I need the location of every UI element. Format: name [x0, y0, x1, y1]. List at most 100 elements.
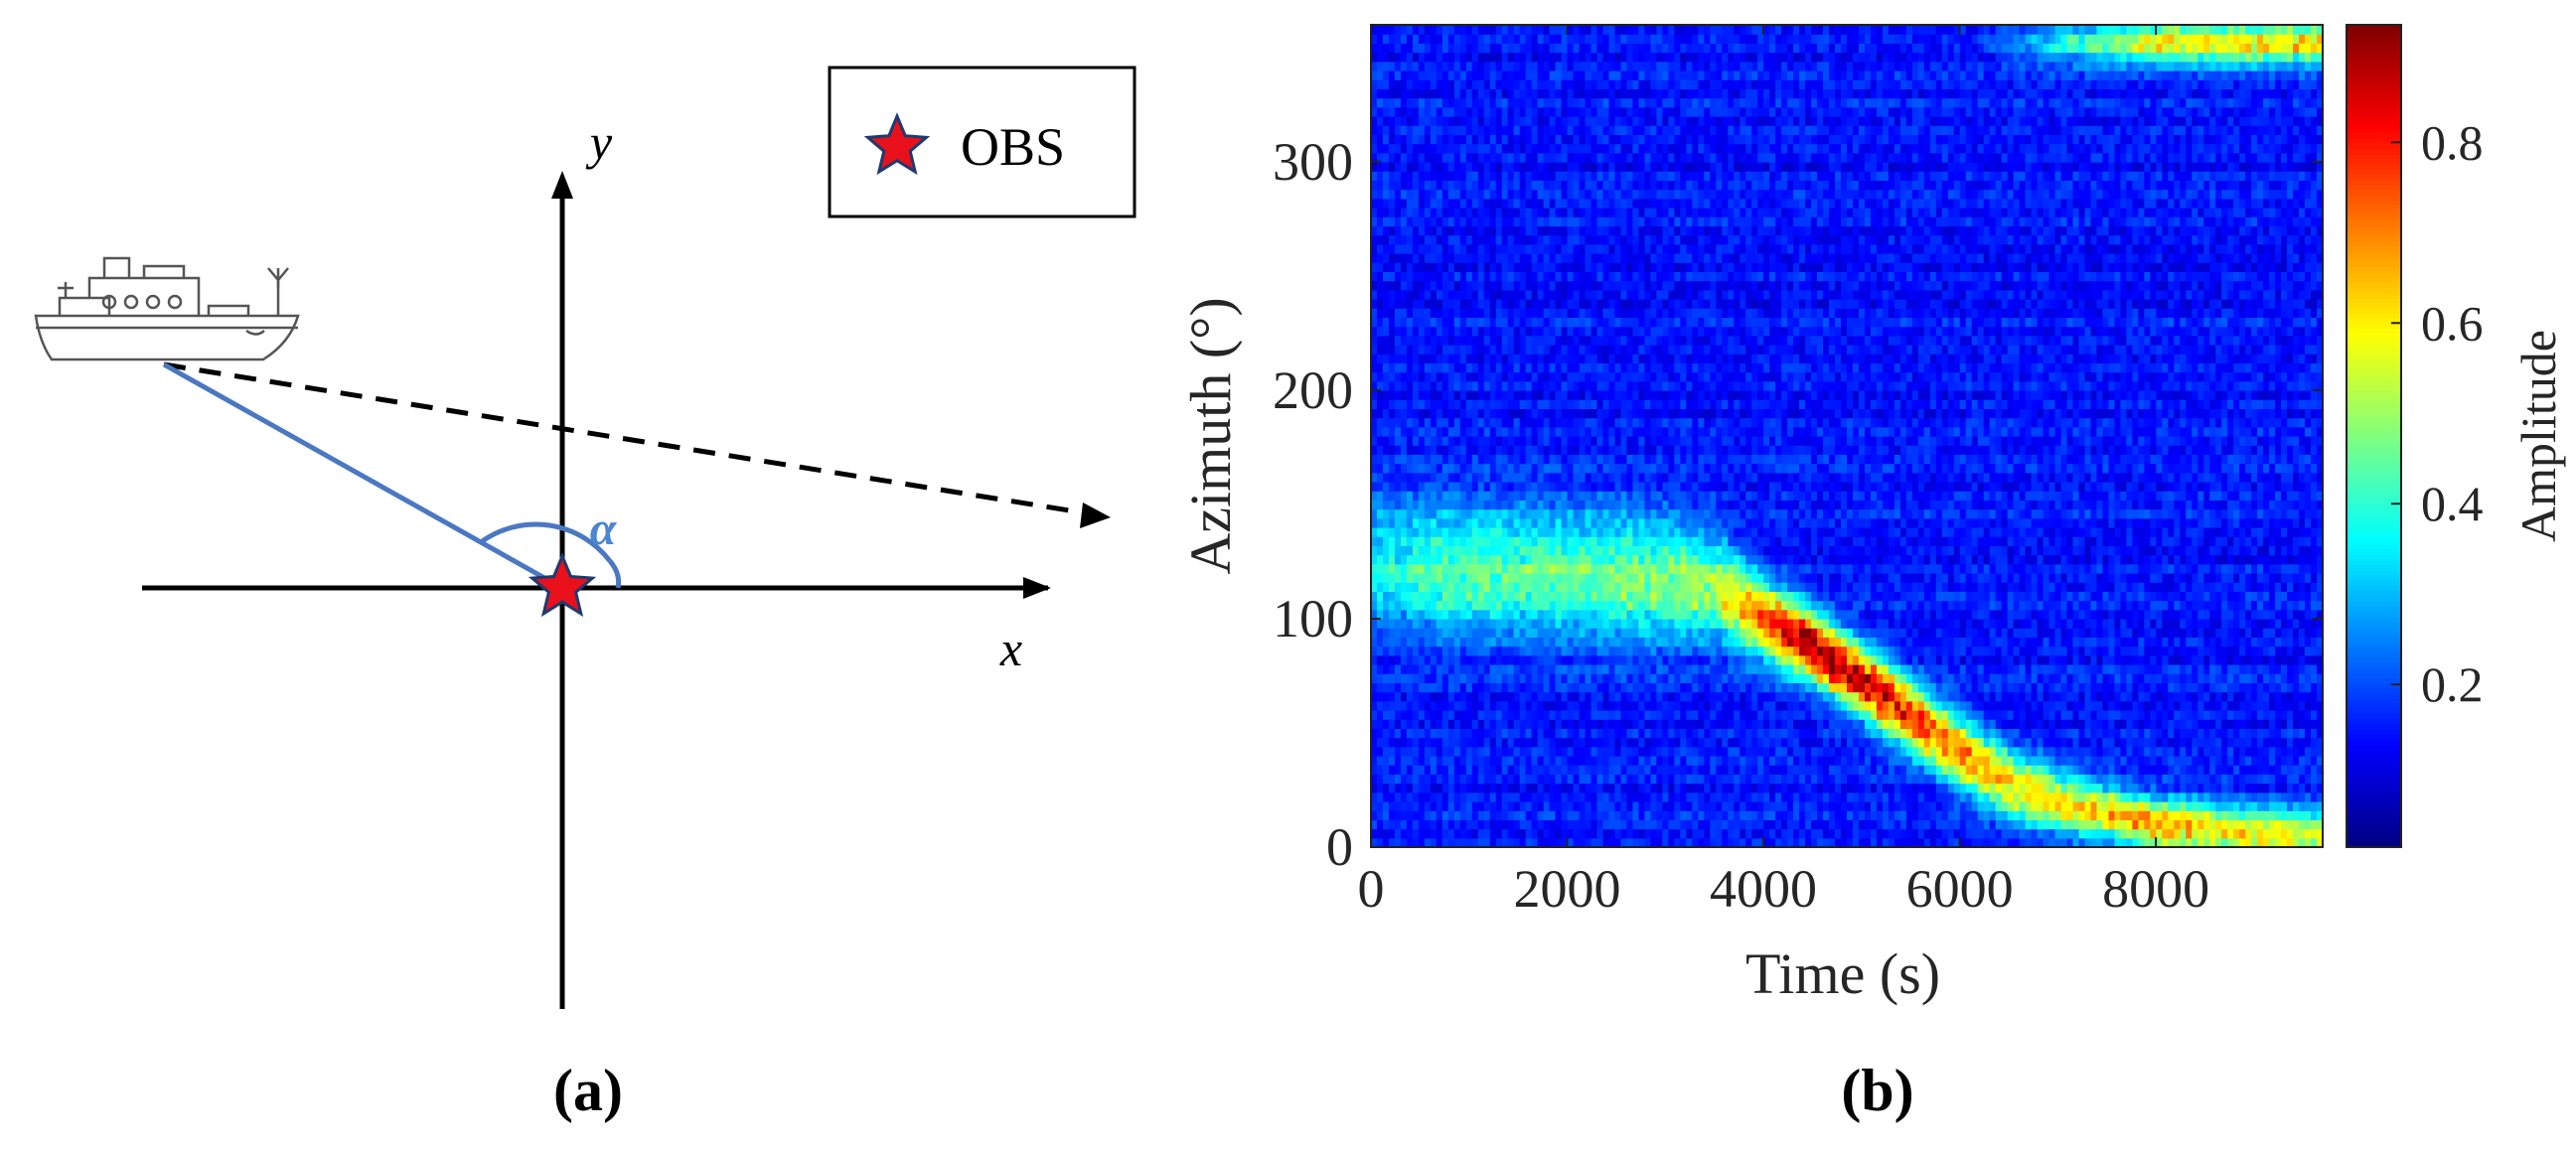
heatmap-cell [1382, 426, 1390, 437]
heatmap-cell [1371, 97, 1378, 108]
heatmap-cell [1668, 527, 1675, 537]
heatmap-cell [1531, 700, 1539, 711]
heatmap-cell [1543, 354, 1551, 363]
heatmap-cell [1543, 810, 1551, 820]
heatmap-cell [1531, 253, 1539, 263]
legend-star-icon [863, 112, 931, 176]
heatmap-cell [1453, 43, 1461, 54]
heatmap-cell [1680, 417, 1687, 428]
heatmap-cell [1608, 253, 1616, 263]
heatmap-cell [1638, 591, 1646, 602]
heatmap-cell [1638, 61, 1646, 72]
heatmap-cell [1513, 664, 1521, 674]
heatmap-cell [1447, 756, 1455, 766]
heatmap-cell [1406, 216, 1414, 226]
heatmap-cell [1453, 582, 1461, 592]
heatmap-cell [1465, 828, 1473, 839]
heatmap-cell [1549, 682, 1557, 693]
heatmap-cell [1519, 482, 1527, 492]
heatmap-cell [1513, 482, 1521, 492]
heatmap-cell [1525, 180, 1533, 191]
heatmap-cell [1507, 536, 1515, 546]
heatmap-cell [1519, 436, 1527, 446]
heatmap-cell [1692, 71, 1699, 80]
heatmap-cell [1680, 783, 1687, 793]
heatmap-cell [1650, 563, 1657, 574]
heatmap-cell [1489, 554, 1497, 565]
heatmap-cell [1388, 180, 1396, 191]
heatmap-cell [1537, 317, 1545, 328]
heatmap-cell [1620, 280, 1628, 291]
heatmap-cell [1579, 34, 1587, 44]
heatmap-cell [1620, 171, 1628, 181]
heatmap-cell [1620, 810, 1628, 820]
heatmap-cell [1555, 345, 1563, 355]
heatmap-cell [1585, 728, 1592, 739]
heatmap-cell [1614, 791, 1622, 802]
heatmap-cell [1400, 774, 1408, 785]
heatmap-cell [1650, 225, 1657, 236]
heatmap-cell [1638, 299, 1646, 309]
heatmap-cell [1382, 472, 1390, 483]
heatmap-cell [1549, 299, 1557, 309]
heatmap-cell [1489, 162, 1497, 172]
heatmap-cell [1644, 198, 1652, 209]
heatmap-cell [1531, 354, 1539, 363]
heatmap-cell [1549, 417, 1557, 428]
heatmap-cell [1644, 783, 1652, 793]
heatmap-cell [1579, 88, 1587, 99]
heatmap-cell [1418, 746, 1426, 757]
heatmap-cell [1400, 162, 1408, 172]
heatmap-cell [1388, 828, 1396, 839]
heatmap-cell [1525, 728, 1533, 739]
heatmap-cell [1525, 61, 1533, 72]
heatmap-cell [1644, 700, 1652, 711]
heatmap-cell [1662, 253, 1669, 263]
heatmap-cell [1596, 208, 1604, 217]
heatmap-cell [1513, 317, 1521, 328]
heatmap-cell [1662, 591, 1669, 602]
heatmap-cell [1680, 280, 1687, 291]
heatmap-cell [1495, 517, 1503, 528]
heatmap-cell [1555, 765, 1563, 775]
heatmap-cell [1400, 791, 1408, 802]
heatmap-cell [1406, 500, 1414, 510]
heatmap-cell [1525, 380, 1533, 391]
heatmap-cell [1644, 463, 1652, 474]
heatmap-cell [1525, 308, 1533, 318]
heatmap-cell [1424, 774, 1432, 785]
heatmap-cell [1686, 463, 1693, 474]
heatmap-cell [1567, 271, 1575, 282]
heatmap-cell [1424, 426, 1432, 437]
heatmap-cell [1567, 308, 1575, 318]
heatmap-cell [1543, 600, 1551, 611]
heatmap-cell [1453, 354, 1461, 363]
heatmap-cell [1650, 710, 1657, 720]
heatmap-cell [1418, 371, 1426, 382]
heatmap-cell [1596, 746, 1604, 757]
heatmap-cell [1453, 34, 1461, 44]
heatmap-cell [1495, 25, 1503, 35]
heatmap-cell [1441, 472, 1449, 483]
heatmap-cell [1650, 171, 1657, 181]
heatmap-cell [1447, 664, 1455, 674]
heatmap-cell [1483, 308, 1491, 318]
legend: OBS [828, 66, 1136, 218]
heatmap-cell [1459, 243, 1467, 254]
heatmap-cell [1656, 61, 1663, 72]
heatmap-cell [1447, 106, 1455, 117]
heatmap-cell [1453, 545, 1461, 556]
heatmap-cell [1555, 71, 1563, 80]
heatmap-cell [1483, 43, 1491, 54]
heatmap-cell [1567, 143, 1575, 154]
heatmap-cell [1471, 454, 1479, 465]
heatmap-cell [1626, 791, 1634, 802]
heatmap-cell [1376, 819, 1384, 830]
heatmap-cell [1453, 79, 1461, 89]
heatmap-cell [1549, 371, 1557, 382]
heatmap-cell [1424, 317, 1432, 328]
heatmap-cell [1489, 25, 1497, 35]
heatmap-cell [1686, 673, 1693, 683]
heatmap-cell [1567, 491, 1575, 501]
heatmap-cell [1447, 517, 1455, 528]
